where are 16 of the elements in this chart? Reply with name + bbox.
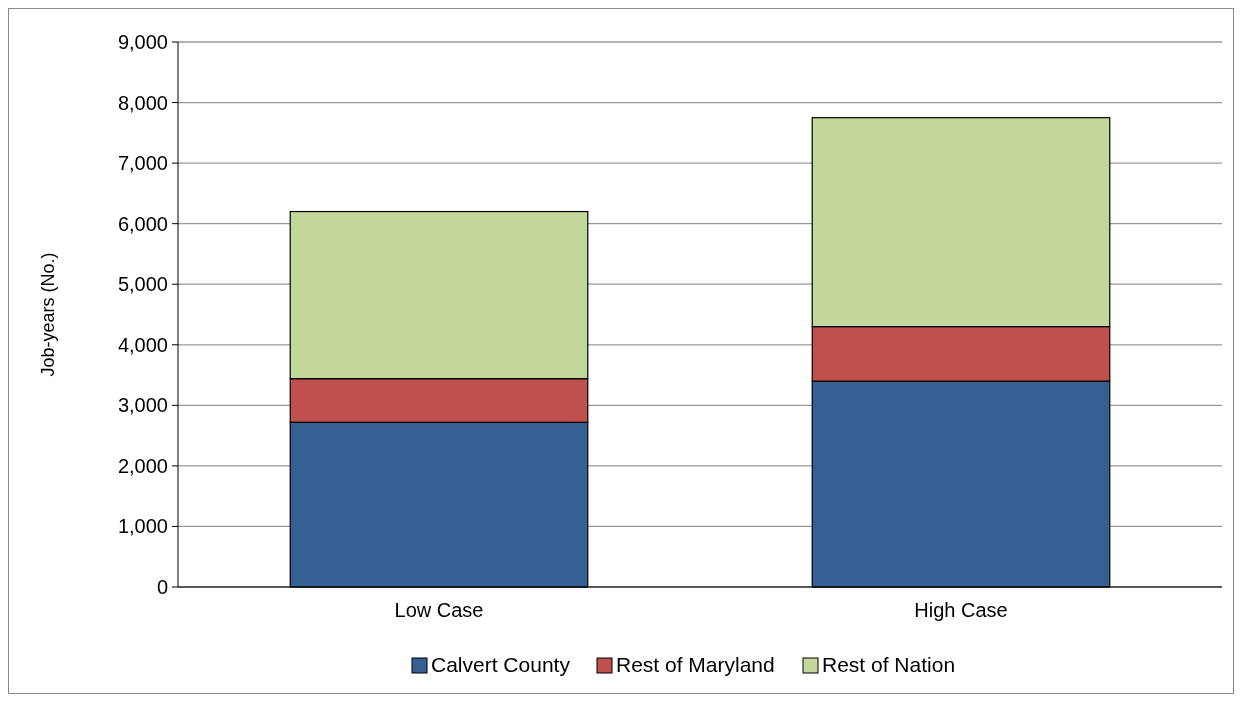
- y-tick-label: 2,000: [117, 454, 168, 477]
- y-tick-label: 4,000: [117, 333, 168, 356]
- y-tick-label: 9,000: [117, 31, 168, 53]
- x-tick-label: Low Case: [394, 599, 484, 621]
- y-tick-label: 7,000: [117, 152, 168, 175]
- y-axis-title: Job-years (No.): [38, 252, 58, 377]
- y-tick-label: 0: [156, 576, 168, 598]
- y-tick-label: 1,000: [117, 515, 168, 538]
- x-tick-label: High Case: [914, 599, 1008, 621]
- legend-label: Rest of Maryland: [616, 653, 775, 676]
- legend-label: Rest of Nation: [822, 653, 956, 676]
- legend-label: Calvert County: [431, 653, 571, 676]
- y-tick-label: 3,000: [117, 394, 168, 417]
- y-tick-label: 5,000: [117, 273, 168, 296]
- y-tick-label: 8,000: [117, 91, 168, 114]
- y-tick-label: 6,000: [117, 212, 168, 235]
